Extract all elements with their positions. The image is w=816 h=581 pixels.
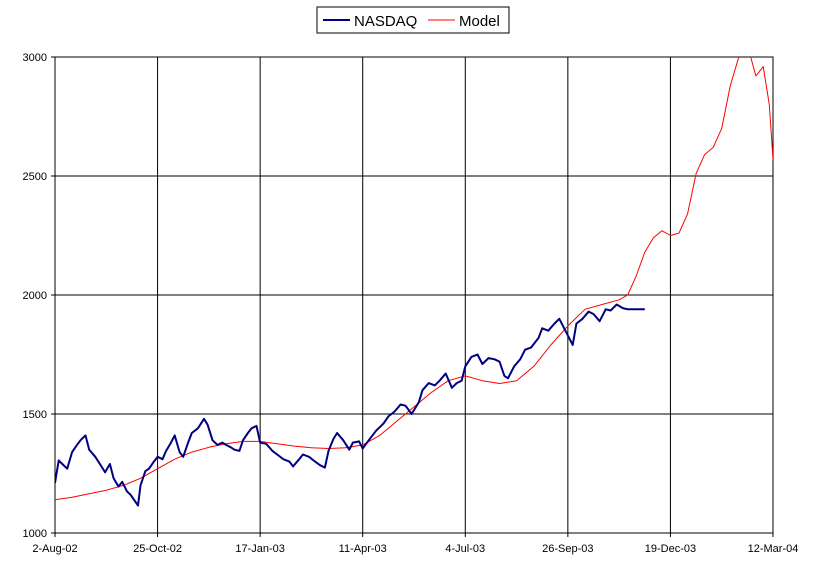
- x-axis-ticks: 2-Aug-02 25-Oct-02 17-Jan-03 11-Apr-03 4-Jul…: [32, 533, 798, 555]
- legend: NASDAQ Model: [316, 6, 510, 34]
- series-line-nasdaq: [55, 303, 645, 507]
- legend-label-nasdaq: NASDAQ: [354, 13, 417, 30]
- y-tick-label: 1500: [23, 409, 47, 421]
- series-line-model: [55, 57, 773, 501]
- x-tick-label: 11-Apr-03: [339, 543, 387, 555]
- series-layer: [55, 57, 773, 507]
- x-tick-label: 2-Aug-02: [32, 543, 77, 555]
- y-tick-label: 1000: [23, 528, 47, 540]
- y-tick-label: 2000: [23, 290, 47, 302]
- x-tick-label: 26-Sep-03: [542, 543, 593, 555]
- x-tick-label: 12-Mar-04: [748, 543, 799, 555]
- y-axis-ticks: 1000 1500 2000 2500 3000: [23, 52, 55, 540]
- y-tick-label: 2500: [23, 171, 47, 183]
- legend-label-model: Model: [459, 13, 500, 30]
- x-tick-label: 19-Dec-03: [645, 543, 696, 555]
- x-tick-label: 25-Oct-02: [133, 543, 182, 555]
- x-tick-label: 17-Jan-03: [235, 543, 285, 555]
- x-tick-label: 4-Jul-03: [445, 543, 485, 555]
- y-tick-label: 3000: [23, 52, 47, 64]
